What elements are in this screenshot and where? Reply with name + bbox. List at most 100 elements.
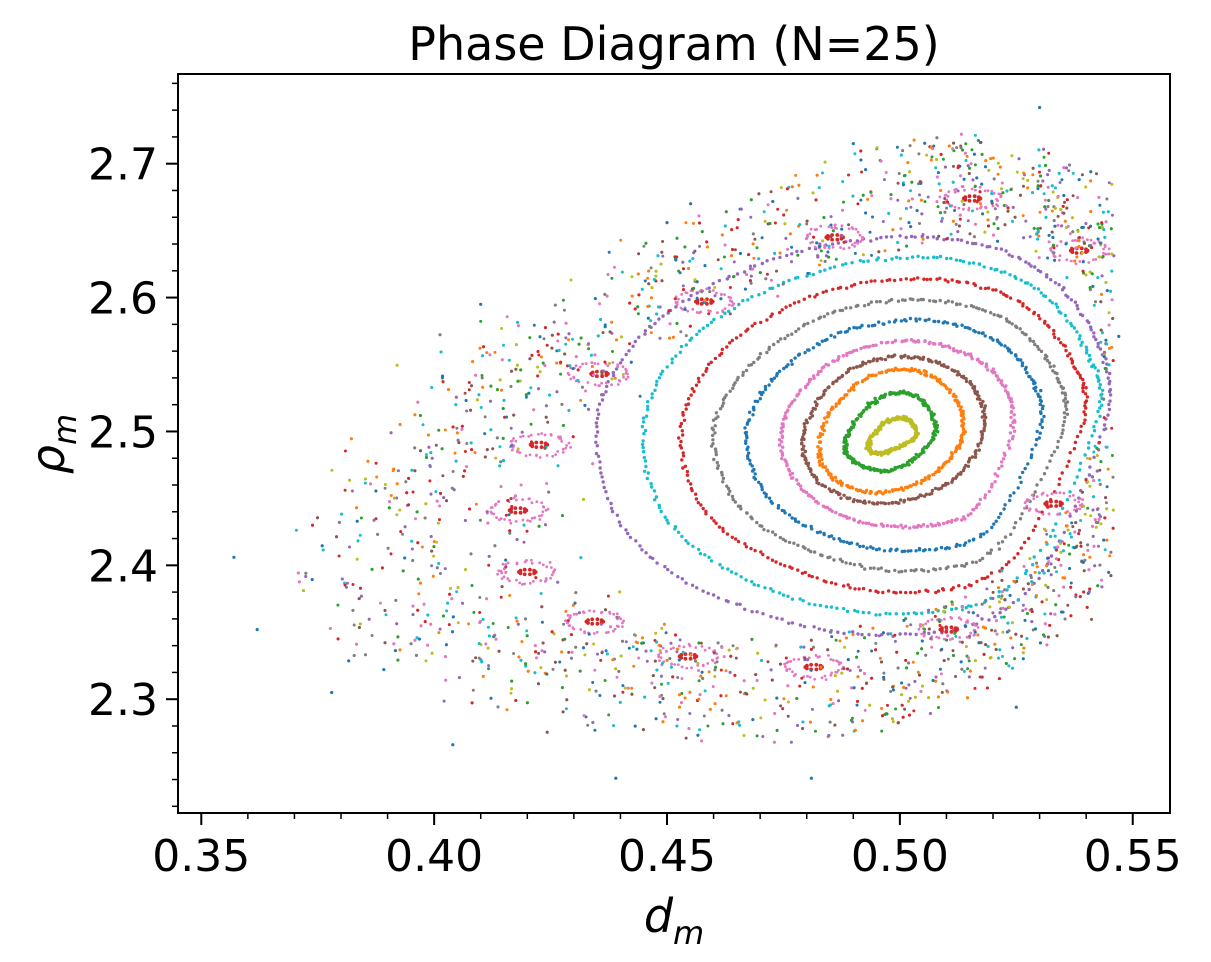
- scatter-point-3056: [805, 666, 809, 671]
- scatter-point-4554: [719, 668, 723, 672]
- scatter-point-4810: [856, 202, 860, 206]
- scatter-point-1402: [815, 342, 820, 346]
- scatter-point-2118: [1055, 305, 1060, 309]
- scatter-point-3207: [1074, 251, 1079, 255]
- scatter-point-2364: [1092, 335, 1096, 339]
- scatter-point-4971: [1046, 256, 1050, 260]
- scatter-point-1097: [946, 344, 951, 348]
- scatter-point-1950: [690, 387, 694, 391]
- scatter-point-128: [870, 434, 874, 439]
- scatter-point-1418: [772, 376, 776, 380]
- scatter-point-493: [907, 458, 912, 463]
- scatter-point-2788: [593, 383, 597, 387]
- scatter-point-2325: [1051, 528, 1055, 533]
- scatter-point-4653: [946, 657, 950, 661]
- scatter-point-1379: [892, 320, 897, 324]
- scatter-point-2058: [1012, 556, 1016, 560]
- scatter-point-2433: [795, 249, 799, 254]
- scatter-point-742: [923, 476, 928, 480]
- scatter-point-3102: [949, 625, 954, 630]
- scatter-point-4868: [870, 194, 874, 198]
- scatter-point-2717: [715, 291, 718, 295]
- scatter-point-4620: [889, 690, 893, 693]
- scatter-point-3076: [789, 660, 793, 663]
- scatter-point-4445: [1021, 214, 1025, 218]
- scatter-point-4871: [1024, 219, 1028, 223]
- scatter-point-4640: [703, 689, 707, 693]
- scatter-point-745: [927, 474, 932, 478]
- scatter-point-4494: [337, 554, 341, 558]
- scatter-point-1672: [767, 347, 771, 351]
- scatter-point-1978: [690, 488, 694, 493]
- scatter-point-4659: [1092, 450, 1096, 454]
- scatter-point-4565: [514, 616, 518, 620]
- scatter-point-1403: [811, 346, 816, 350]
- scatter-point-3009: [692, 655, 697, 660]
- scatter-point-4842: [713, 294, 717, 298]
- scatter-point-4819: [1076, 230, 1080, 233]
- scatter-point-2478: [597, 402, 602, 406]
- scatter-point-2254: [698, 552, 703, 556]
- scatter-point-1148: [817, 370, 821, 374]
- scatter-point-1812: [1045, 466, 1049, 470]
- scatter-point-1517: [923, 548, 927, 552]
- scatter-point-2929: [497, 569, 501, 573]
- scatter-point-2726: [680, 293, 683, 296]
- scatter-point-866: [871, 359, 875, 363]
- scatter-point-1830: [1083, 392, 1088, 396]
- scatter-point-2886: [497, 518, 501, 522]
- scatter-point-2997: [615, 624, 619, 628]
- scatter-point-3250: [232, 555, 236, 559]
- scatter-point-2903: [522, 567, 527, 572]
- scatter-point-1410: [789, 359, 793, 363]
- scatter-point-1875: [994, 288, 998, 292]
- scatter-point-2931: [496, 572, 499, 576]
- scatter-point-4523: [909, 189, 912, 193]
- scatter-point-1112: [909, 338, 914, 342]
- scatter-point-2271: [777, 591, 782, 595]
- scatter-point-4704: [447, 623, 451, 627]
- scatter-point-2400: [980, 243, 984, 247]
- scatter-point-3173: [1040, 492, 1044, 496]
- scatter-point-3095: [830, 671, 833, 675]
- scatter-point-4870: [1080, 173, 1084, 177]
- scatter-point-2367: [1088, 325, 1093, 329]
- scatter-point-2044: [951, 586, 955, 590]
- scatter-point-2758: [600, 374, 604, 379]
- scatter-point-494: [910, 460, 914, 464]
- scatter-point-2825: [519, 435, 522, 439]
- scatter-point-4493: [874, 641, 878, 645]
- scatter-point-2505: [626, 531, 630, 536]
- scatter-point-4802: [498, 445, 502, 449]
- scatter-point-4663: [1110, 454, 1114, 457]
- scatter-point-2940: [523, 582, 526, 586]
- scatter-point-3162: [1081, 498, 1085, 501]
- scatter-point-4902: [1092, 241, 1096, 245]
- scatter-point-1358: [960, 323, 964, 327]
- scatter-point-2017: [829, 581, 834, 585]
- scatter-point-4725: [442, 699, 446, 703]
- scatter-point-2976: [569, 614, 572, 618]
- scatter-point-3260: [665, 221, 669, 225]
- scatter-point-847: [909, 356, 913, 360]
- scatter-point-2259: [720, 566, 725, 570]
- scatter-point-1131: [854, 348, 859, 352]
- scatter-point-2676: [809, 227, 813, 231]
- scatter-point-472: [885, 469, 889, 473]
- scatter-point-1137: [841, 354, 845, 358]
- scatter-point-2427: [830, 242, 835, 246]
- scatter-point-1729: [745, 511, 749, 515]
- scatter-point-2203: [678, 350, 683, 354]
- scatter-point-2523: [706, 591, 710, 595]
- scatter-point-1046: [1012, 418, 1016, 422]
- scatter-point-4885: [763, 219, 767, 223]
- scatter-point-919: [800, 438, 804, 442]
- scatter-point-1592: [1039, 349, 1044, 354]
- scatter-point-4629: [505, 708, 509, 712]
- scatter-point-2165: [858, 258, 862, 263]
- scatter-point-2682: [805, 237, 808, 241]
- scatter-point-1652: [838, 308, 842, 313]
- scatter-point-2799: [626, 375, 630, 379]
- scatter-point-2659: [839, 236, 844, 241]
- scatter-point-2202: [679, 344, 684, 349]
